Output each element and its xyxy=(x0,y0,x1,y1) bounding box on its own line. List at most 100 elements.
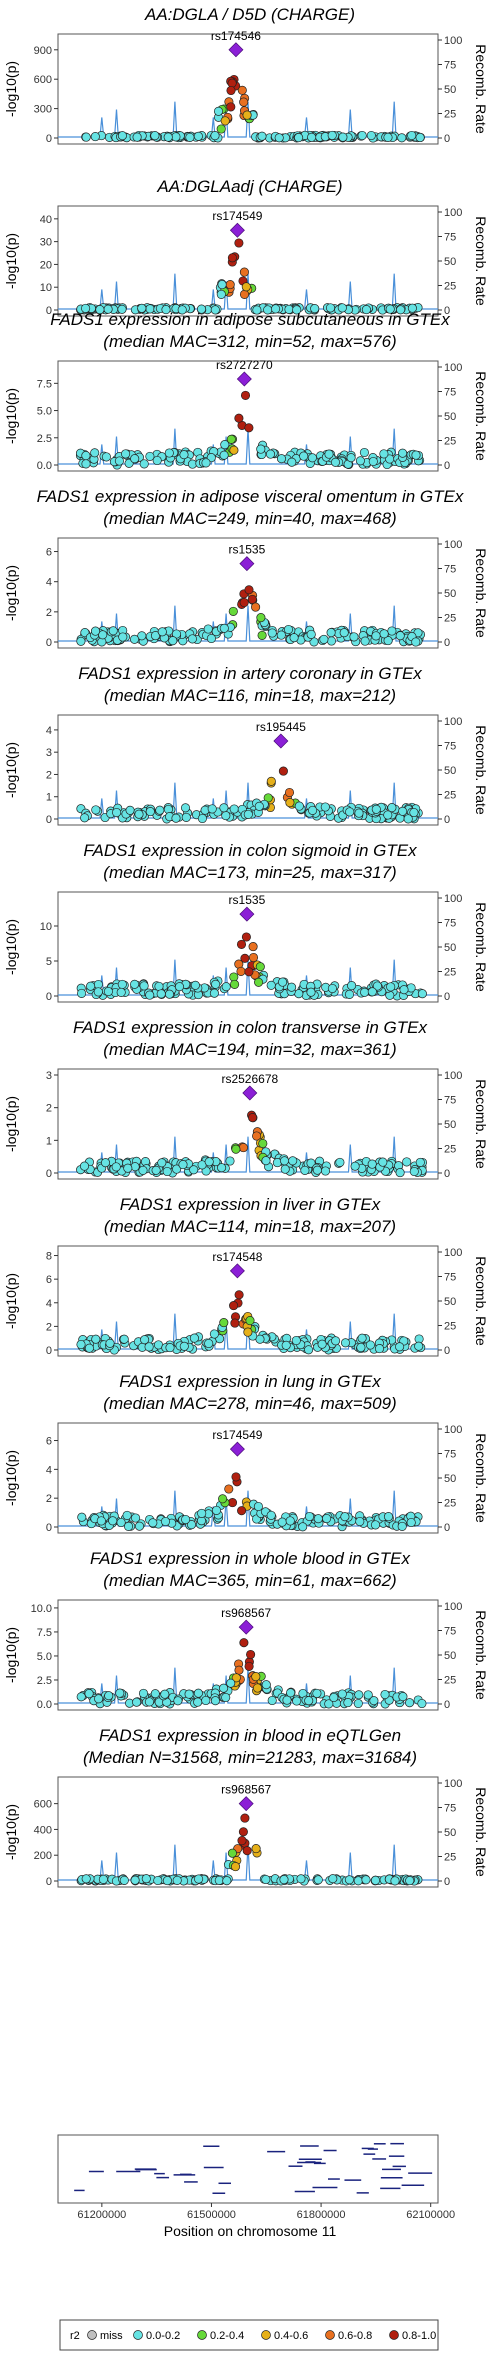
snp-point xyxy=(94,1694,104,1704)
legend-swatch xyxy=(325,2330,335,2340)
recomb-tick-label: 0 xyxy=(444,814,450,826)
y-tick-label: 0 xyxy=(46,305,52,317)
snp-point xyxy=(91,1334,101,1344)
snp-point xyxy=(344,989,355,999)
recomb-tick-label: 25 xyxy=(444,1144,456,1156)
y-tick-label: 1 xyxy=(46,1135,52,1147)
snp-point xyxy=(231,1472,241,1482)
panel-2: AA:DGLAadj (CHARGE) 0 10 20 30 40 0 25 50 75 100 -l… xyxy=(3,177,489,317)
y-tick-label: 6 xyxy=(46,1436,52,1448)
recomb-tick-label: 25 xyxy=(444,1675,456,1687)
snp-point xyxy=(284,787,295,798)
panel-8: FADS1 expression in liver in GTEx (median… xyxy=(3,1195,489,1357)
snp-point xyxy=(213,106,224,116)
recomb-axis-title: Recomb. Rate xyxy=(473,725,489,815)
snp-point xyxy=(324,449,334,459)
panel-10: FADS1 expression in whole blood in GTEx (… xyxy=(3,1549,489,1711)
snp-point xyxy=(397,133,407,143)
snp-point xyxy=(84,1689,94,1699)
y-tick-label: 4 xyxy=(46,1464,52,1476)
snp-point xyxy=(379,629,389,639)
snp-point xyxy=(255,962,265,972)
snp-point xyxy=(227,253,237,263)
snp-point xyxy=(300,1165,310,1175)
snp-point xyxy=(337,1689,347,1699)
snp-point xyxy=(164,448,174,458)
snp-point xyxy=(411,637,421,647)
snp-point xyxy=(144,1697,154,1707)
snp-point xyxy=(95,305,105,315)
snp-point xyxy=(337,303,347,313)
snp-point xyxy=(238,1827,248,1837)
snp-point xyxy=(227,1498,238,1508)
recomb-tick-label: 100 xyxy=(444,35,462,47)
snp-point xyxy=(125,805,135,815)
snp-point xyxy=(171,132,181,142)
recomb-axis-title: Recomb. Rate xyxy=(473,44,489,134)
snp-point xyxy=(193,1688,203,1698)
snp-point xyxy=(397,1521,407,1531)
snp-point xyxy=(144,1342,154,1352)
snp-point xyxy=(279,1875,289,1885)
snp-point xyxy=(134,1521,145,1531)
snp-point xyxy=(219,1318,229,1328)
snp-point xyxy=(218,1494,228,1504)
y-tick-label: 2 xyxy=(46,1321,52,1333)
snp-point xyxy=(395,1342,405,1352)
lead-snp xyxy=(236,371,252,387)
snp-point xyxy=(234,413,244,423)
snp-point xyxy=(206,633,216,644)
recomb-tick-label: 75 xyxy=(444,232,456,244)
recomb-tick-label: 50 xyxy=(444,84,456,96)
snp-point xyxy=(155,805,165,815)
snp-point xyxy=(328,1874,338,1884)
snp-point xyxy=(253,1501,263,1512)
snp-point xyxy=(339,628,349,638)
snp-point xyxy=(242,1846,252,1856)
legend-swatch xyxy=(197,2330,207,2340)
snp-point xyxy=(225,1156,235,1166)
y-tick-label: 4 xyxy=(46,1298,52,1310)
recomb-tick-label: 0 xyxy=(444,991,450,1003)
snp-point xyxy=(193,131,203,141)
legend-label: 0.4-0.6 xyxy=(274,2330,308,2342)
snp-point xyxy=(157,1158,167,1168)
legend-swatch xyxy=(389,2330,399,2340)
snp-point xyxy=(387,626,397,636)
y-tick-label: 2 xyxy=(46,607,52,619)
snp-point xyxy=(130,1162,140,1172)
y-tick-label: 0 xyxy=(46,1876,52,1888)
snp-point xyxy=(329,1692,339,1703)
lead-snp xyxy=(238,1796,254,1812)
snp-point xyxy=(353,1698,363,1709)
snp-point xyxy=(145,451,155,461)
snp-point xyxy=(100,1158,111,1168)
recomb-tick-label: 25 xyxy=(444,613,456,625)
y-tick-label: 6 xyxy=(46,547,52,559)
snp-point xyxy=(242,110,252,120)
snp-point xyxy=(217,280,227,290)
recomb-tick-label: 0 xyxy=(444,1345,450,1357)
y-axis-title: -log10(p) xyxy=(3,565,19,621)
snp-point xyxy=(226,1678,236,1688)
snp-point xyxy=(299,451,309,461)
snp-point xyxy=(335,1157,345,1167)
snp-point xyxy=(308,805,318,815)
snp-point xyxy=(254,801,264,811)
panel-11: FADS1 expression in blood in eQTLGen (Med… xyxy=(3,1726,489,1888)
snp-point xyxy=(312,1165,322,1175)
legend-label: 0.2-0.4 xyxy=(210,2330,244,2342)
snp-point xyxy=(415,1157,425,1167)
snp-point xyxy=(361,1875,371,1885)
snp-point xyxy=(327,130,337,140)
y-tick-label: 30 xyxy=(40,237,52,249)
snp-point xyxy=(398,448,408,458)
snp-point xyxy=(101,452,111,462)
y-tick-label: 0.0 xyxy=(37,1699,52,1711)
recomb-tick-label: 0 xyxy=(444,133,450,145)
snp-point xyxy=(226,102,236,112)
snp-point xyxy=(386,982,396,992)
snp-point xyxy=(201,458,211,468)
recomb-tick-label: 100 xyxy=(444,1070,462,1082)
snp-point xyxy=(258,1138,268,1149)
